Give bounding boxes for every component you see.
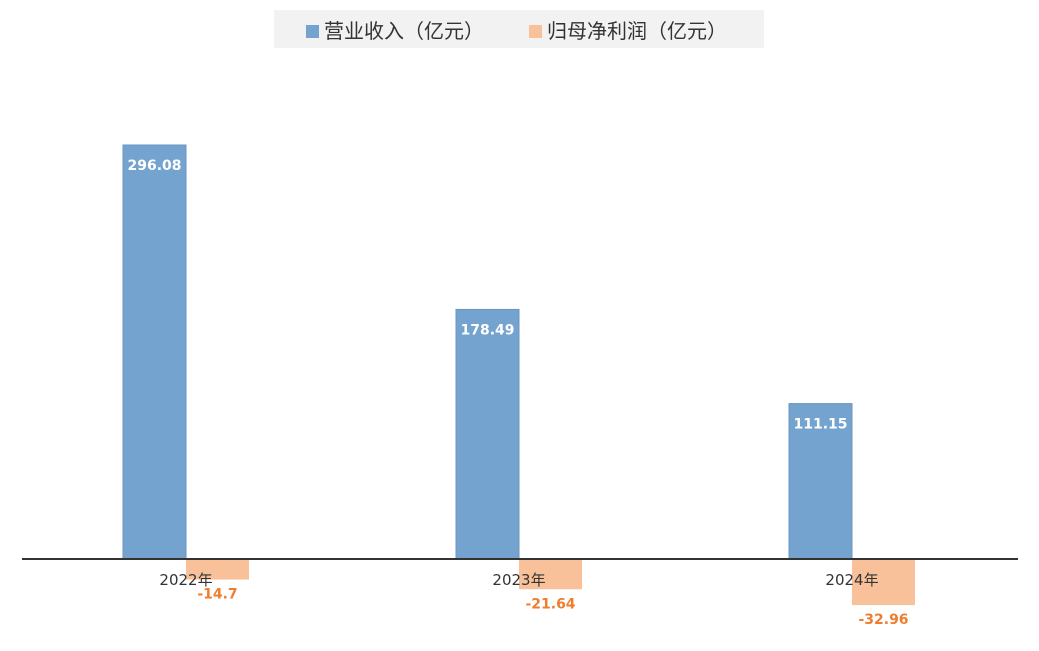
bar-revenue-1	[122, 144, 187, 560]
legend-swatch-revenue	[306, 25, 319, 38]
data-label-revenue-2: 178.49	[460, 322, 514, 338]
legend-item-revenue: 营业收入（亿元）	[306, 19, 484, 43]
data-label-net-profit-1: -14.7	[197, 587, 237, 603]
labels-group: 2022年 296.08 -14.7 2023年 178.49 -21.64 2024年 11…	[127, 158, 908, 628]
legend-background	[274, 10, 764, 48]
legend-swatch-net-profit	[529, 25, 542, 38]
data-label-revenue-3: 111.15	[793, 417, 847, 433]
legend-label-revenue: 营业收入（亿元）	[324, 19, 484, 43]
bar-revenue-3	[788, 403, 853, 560]
data-label-net-profit-2: -21.64	[525, 596, 575, 612]
legend-label-net-profit: 归母净利润（亿元）	[547, 19, 727, 43]
legend: 营业收入（亿元） 归母净利润（亿元）	[274, 10, 764, 48]
bar-net-profit-3	[852, 559, 915, 606]
bar-net-profit-1	[186, 559, 249, 580]
x-tick-label-3: 2024年	[825, 571, 878, 589]
x-tick-label-2: 2023年	[492, 571, 545, 589]
legend-item-net-profit: 归母净利润（亿元）	[529, 19, 727, 43]
data-label-revenue-1: 296.08	[127, 158, 181, 174]
x-tick-label-1: 2022年	[159, 571, 212, 589]
bar-net-profit-2	[519, 559, 582, 590]
bar-revenue-2	[455, 308, 520, 560]
data-label-net-profit-3: -32.96	[858, 612, 908, 628]
bars-group	[122, 144, 915, 606]
